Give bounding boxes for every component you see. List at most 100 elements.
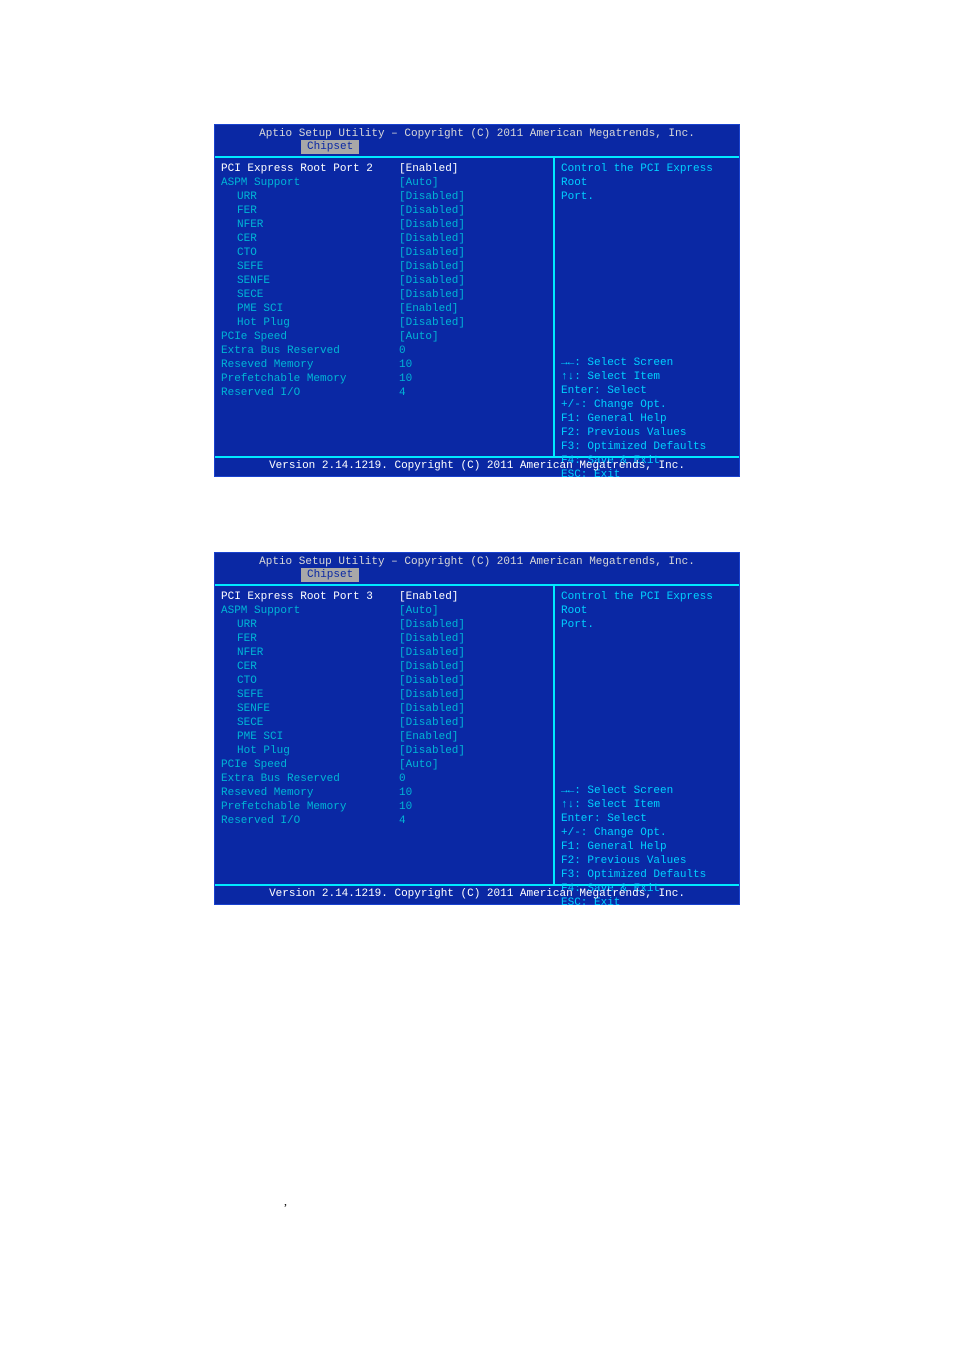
setting-label: SECE <box>221 288 399 302</box>
setting-value: [Disabled] <box>399 288 465 302</box>
settings-pane: PCI Express Root Port 3[Enabled]ASPM Sup… <box>215 586 555 884</box>
setting-row[interactable]: Hot Plug[Disabled] <box>221 316 547 330</box>
setting-value: [Auto] <box>399 758 439 772</box>
setting-row[interactable]: SECE[Disabled] <box>221 288 547 302</box>
setting-label: CER <box>221 232 399 246</box>
setting-value: [Enabled] <box>399 590 458 604</box>
setting-value: [Disabled] <box>399 646 465 660</box>
setting-row[interactable]: CER[Disabled] <box>221 660 547 674</box>
bios-header: Aptio Setup Utility – Copyright (C) 2011… <box>215 125 739 140</box>
setting-value: [Auto] <box>399 330 439 344</box>
setting-row[interactable]: ASPM Support[Auto] <box>221 604 547 618</box>
setting-row[interactable]: Reseved Memory10 <box>221 786 547 800</box>
setting-row[interactable]: FER[Disabled] <box>221 204 547 218</box>
bios-body: PCI Express Root Port 3[Enabled]ASPM Sup… <box>215 584 739 886</box>
bios-window-port2: Aptio Setup Utility – Copyright (C) 2011… <box>214 124 740 477</box>
setting-value: [Auto] <box>399 604 439 618</box>
help-key-line: F1: General Help <box>561 840 733 854</box>
setting-value: [Disabled] <box>399 190 465 204</box>
setting-value: [Disabled] <box>399 218 465 232</box>
setting-row[interactable]: Extra Bus Reserved0 <box>221 772 547 786</box>
setting-value: [Disabled] <box>399 688 465 702</box>
help-pane: Control the PCI Express Root Port. →←: S… <box>555 586 739 884</box>
setting-row[interactable]: URR[Disabled] <box>221 618 547 632</box>
help-key-line: F3: Optimized Defaults <box>561 868 733 882</box>
setting-label: SECE <box>221 716 399 730</box>
setting-row[interactable]: SEFE[Disabled] <box>221 260 547 274</box>
help-key-line: ↑↓: Select Item <box>561 370 733 384</box>
setting-row[interactable]: Prefetchable Memory10 <box>221 800 547 814</box>
help-key-line: F2: Previous Values <box>561 854 733 868</box>
help-key-line: ↑↓: Select Item <box>561 798 733 812</box>
setting-label: PCI Express Root Port 2 <box>221 162 399 176</box>
setting-label: PCIe Speed <box>221 330 399 344</box>
setting-value: [Disabled] <box>399 260 465 274</box>
setting-value: 0 <box>399 344 406 358</box>
help-line: Port. <box>561 618 733 632</box>
help-key-line: Enter: Select <box>561 384 733 398</box>
setting-label: Extra Bus Reserved <box>221 772 399 786</box>
setting-value: [Disabled] <box>399 674 465 688</box>
setting-value: [Enabled] <box>399 730 458 744</box>
setting-row[interactable]: Extra Bus Reserved0 <box>221 344 547 358</box>
setting-row[interactable]: Hot Plug[Disabled] <box>221 744 547 758</box>
setting-value: [Auto] <box>399 176 439 190</box>
setting-row[interactable]: SECE[Disabled] <box>221 716 547 730</box>
setting-label: Extra Bus Reserved <box>221 344 399 358</box>
setting-label: Prefetchable Memory <box>221 800 399 814</box>
setting-row[interactable]: CTO[Disabled] <box>221 246 547 260</box>
setting-value: [Disabled] <box>399 232 465 246</box>
setting-row[interactable]: PME SCI[Enabled] <box>221 730 547 744</box>
setting-label: CTO <box>221 246 399 260</box>
setting-row[interactable]: URR[Disabled] <box>221 190 547 204</box>
setting-label: CER <box>221 660 399 674</box>
setting-row[interactable]: PCIe Speed[Auto] <box>221 330 547 344</box>
setting-row[interactable]: PCIe Speed[Auto] <box>221 758 547 772</box>
setting-value: [Disabled] <box>399 618 465 632</box>
setting-row[interactable]: Prefetchable Memory10 <box>221 372 547 386</box>
setting-label: SENFE <box>221 274 399 288</box>
help-key-line: +/-: Change Opt. <box>561 398 733 412</box>
setting-value: [Disabled] <box>399 316 465 330</box>
tab-chipset[interactable]: Chipset <box>301 568 359 582</box>
bios-body: PCI Express Root Port 2[Enabled]ASPM Sup… <box>215 156 739 458</box>
bios-tabbar: Chipset <box>215 568 739 584</box>
setting-label: SENFE <box>221 702 399 716</box>
setting-row[interactable]: NFER[Disabled] <box>221 218 547 232</box>
help-line: Port. <box>561 190 733 204</box>
setting-row[interactable]: SEFE[Disabled] <box>221 688 547 702</box>
help-line: Control the PCI Express Root <box>561 162 733 190</box>
setting-value: 10 <box>399 786 412 800</box>
setting-value: [Enabled] <box>399 162 458 176</box>
help-spacer <box>561 204 733 356</box>
setting-row[interactable]: Reseved Memory10 <box>221 358 547 372</box>
setting-value: [Disabled] <box>399 246 465 260</box>
setting-row[interactable]: PCI Express Root Port 2[Enabled] <box>221 162 547 176</box>
setting-row[interactable]: SENFE[Disabled] <box>221 702 547 716</box>
setting-label: Prefetchable Memory <box>221 372 399 386</box>
setting-value: 0 <box>399 772 406 786</box>
setting-row[interactable]: SENFE[Disabled] <box>221 274 547 288</box>
setting-value: [Disabled] <box>399 660 465 674</box>
help-key-line: F1: General Help <box>561 412 733 426</box>
setting-row[interactable]: FER[Disabled] <box>221 632 547 646</box>
setting-row[interactable]: CER[Disabled] <box>221 232 547 246</box>
setting-label: Reseved Memory <box>221 358 399 372</box>
setting-row[interactable]: ASPM Support[Auto] <box>221 176 547 190</box>
settings-pane: PCI Express Root Port 2[Enabled]ASPM Sup… <box>215 158 555 456</box>
tab-chipset[interactable]: Chipset <box>301 140 359 154</box>
setting-value: 4 <box>399 386 406 400</box>
setting-value: [Enabled] <box>399 302 458 316</box>
setting-row[interactable]: NFER[Disabled] <box>221 646 547 660</box>
setting-label: SEFE <box>221 260 399 274</box>
setting-row[interactable]: PCI Express Root Port 3[Enabled] <box>221 590 547 604</box>
setting-row[interactable]: Reserved I/O4 <box>221 386 547 400</box>
help-description: Control the PCI Express Root Port. <box>561 590 733 632</box>
setting-label: FER <box>221 204 399 218</box>
setting-value: [Disabled] <box>399 204 465 218</box>
setting-row[interactable]: PME SCI[Enabled] <box>221 302 547 316</box>
setting-row[interactable]: CTO[Disabled] <box>221 674 547 688</box>
setting-row[interactable]: Reserved I/O4 <box>221 814 547 828</box>
setting-label: CTO <box>221 674 399 688</box>
help-key-line: F3: Optimized Defaults <box>561 440 733 454</box>
